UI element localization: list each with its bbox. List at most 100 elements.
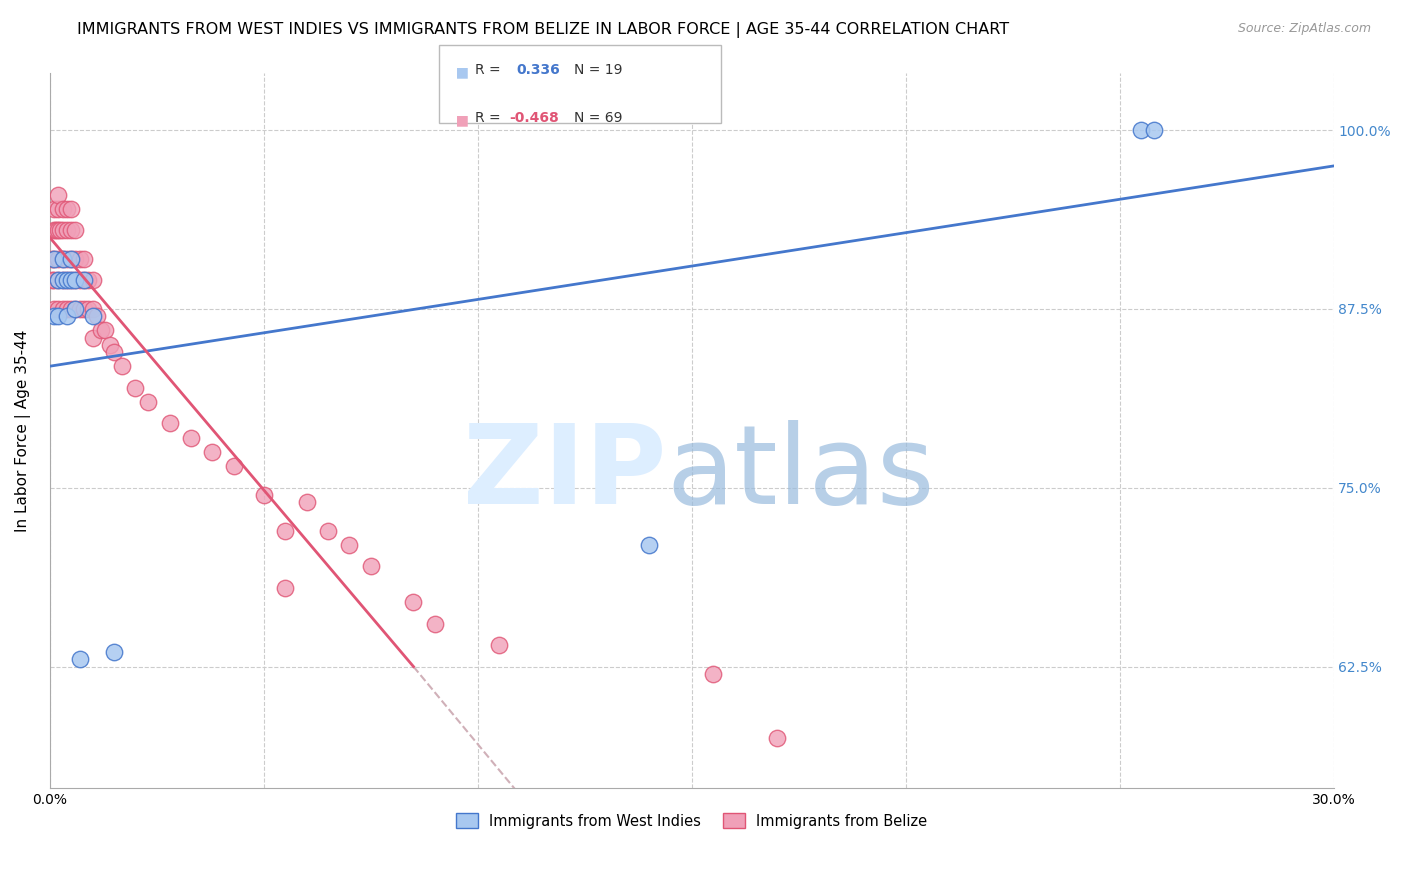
Point [41, 273, 63, 287]
Point [98, 337, 121, 351]
Point [65, 273, 87, 287]
Point [52, 252, 75, 266]
Y-axis label: In Labor Force | Age 35-44: In Labor Force | Age 35-44 [15, 329, 31, 532]
Point [42, 202, 65, 216]
Point [201, 445, 224, 459]
Point [60, 252, 83, 266]
Point [56, 273, 79, 287]
Point [103, 645, 125, 659]
Point [86, 309, 108, 323]
Point [52, 202, 75, 216]
Point [111, 359, 134, 374]
Point [180, 431, 202, 445]
Point [65, 301, 87, 316]
Point [488, 638, 510, 652]
Point [52, 273, 75, 287]
Point [702, 666, 724, 681]
Point [402, 595, 425, 609]
Point [46, 301, 69, 316]
Point [90, 323, 112, 337]
Point [60, 301, 83, 316]
Point [69, 252, 91, 266]
Point [73, 273, 96, 287]
Point [1143, 123, 1166, 137]
Point [65, 273, 87, 287]
Point [82, 273, 104, 287]
Point [295, 495, 318, 509]
Text: ZIP: ZIP [463, 420, 666, 527]
Point [56, 301, 79, 316]
Text: R =: R = [475, 63, 501, 78]
Point [56, 223, 79, 237]
Text: N = 69: N = 69 [574, 112, 621, 126]
Point [42, 252, 65, 266]
Point [46, 273, 69, 287]
Point [69, 652, 91, 666]
Point [274, 524, 297, 538]
Point [42, 273, 65, 287]
Point [69, 273, 91, 287]
Point [60, 223, 83, 237]
Point [56, 202, 79, 216]
Text: ■: ■ [457, 63, 468, 81]
Point [52, 252, 75, 266]
Point [637, 538, 659, 552]
Point [56, 252, 79, 266]
Point [73, 273, 96, 287]
Point [136, 395, 159, 409]
Point [253, 488, 276, 502]
Point [52, 223, 75, 237]
Point [46, 309, 69, 323]
Point [73, 301, 96, 316]
Point [124, 381, 146, 395]
Point [65, 223, 87, 237]
Point [766, 731, 789, 745]
Point [46, 223, 69, 237]
Point [42, 309, 65, 323]
Point [316, 524, 339, 538]
Text: -0.468: -0.468 [509, 112, 558, 126]
Point [274, 581, 297, 595]
Text: N = 19: N = 19 [574, 63, 621, 78]
Point [46, 202, 69, 216]
Point [77, 301, 100, 316]
Point [52, 301, 75, 316]
Text: atlas: atlas [666, 420, 935, 527]
Point [82, 309, 104, 323]
Point [46, 187, 69, 202]
Point [46, 273, 69, 287]
Point [73, 252, 96, 266]
Point [222, 459, 245, 474]
Point [77, 273, 100, 287]
Point [45, 223, 67, 237]
Point [41, 252, 63, 266]
Point [56, 309, 79, 323]
Point [60, 273, 83, 287]
Point [46, 252, 69, 266]
Text: R =: R = [475, 112, 501, 126]
Point [42, 223, 65, 237]
Legend: Immigrants from West Indies, Immigrants from Belize: Immigrants from West Indies, Immigrants … [450, 807, 934, 835]
Point [60, 202, 83, 216]
Text: ■: ■ [457, 112, 468, 129]
Point [82, 330, 104, 344]
Point [1129, 123, 1152, 137]
Point [159, 417, 181, 431]
Point [337, 538, 360, 552]
Text: 0.336: 0.336 [516, 63, 560, 78]
Point [52, 273, 75, 287]
Point [60, 252, 83, 266]
Point [56, 273, 79, 287]
Text: IMMIGRANTS FROM WEST INDIES VS IMMIGRANTS FROM BELIZE IN LABOR FORCE | AGE 35-44: IMMIGRANTS FROM WEST INDIES VS IMMIGRANT… [77, 22, 1010, 38]
Point [360, 559, 382, 574]
Point [94, 323, 117, 337]
Point [42, 252, 65, 266]
Point [65, 252, 87, 266]
Point [42, 301, 65, 316]
Point [103, 345, 125, 359]
Point [423, 616, 446, 631]
Point [49, 223, 72, 237]
Point [82, 301, 104, 316]
Point [65, 301, 87, 316]
Text: Source: ZipAtlas.com: Source: ZipAtlas.com [1237, 22, 1371, 36]
